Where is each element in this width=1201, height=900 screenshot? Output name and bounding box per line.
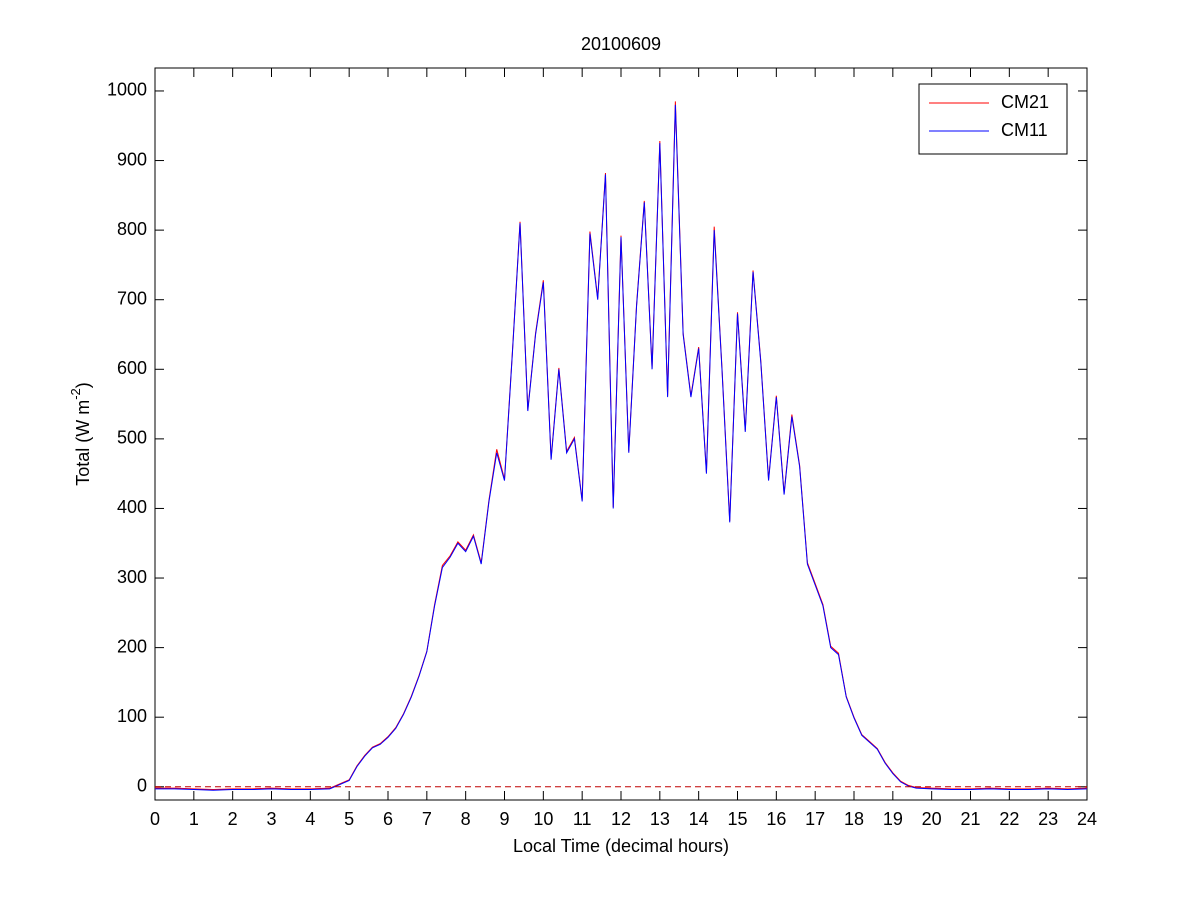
y-axis-label: Total (W m-2) bbox=[68, 382, 92, 486]
x-tick-label: 13 bbox=[650, 809, 670, 829]
x-tick-label: 5 bbox=[344, 809, 354, 829]
x-tick-label: 24 bbox=[1077, 809, 1097, 829]
y-tick-label: 0 bbox=[137, 776, 147, 796]
y-tick-label: 1000 bbox=[107, 80, 147, 100]
chart-title: 20100609 bbox=[581, 34, 661, 54]
y-tick-label: 600 bbox=[117, 358, 147, 378]
legend-box bbox=[918, 83, 1068, 155]
x-tick-label: 7 bbox=[422, 809, 432, 829]
x-tick-label: 19 bbox=[883, 809, 903, 829]
y-tick-label: 300 bbox=[117, 567, 147, 587]
x-tick-label: 0 bbox=[150, 809, 160, 829]
x-tick-label: 16 bbox=[766, 809, 786, 829]
x-tick-label: 14 bbox=[689, 809, 709, 829]
x-tick-label: 20 bbox=[922, 809, 942, 829]
y-label-end: ) bbox=[73, 382, 93, 388]
y-tick-label: 500 bbox=[117, 428, 147, 448]
x-tick-label: 6 bbox=[383, 809, 393, 829]
plot-area bbox=[154, 67, 1088, 801]
x-tick-label: 10 bbox=[533, 809, 553, 829]
x-tick-label: 23 bbox=[1038, 809, 1058, 829]
x-tick-label: 8 bbox=[461, 809, 471, 829]
x-tick-label: 1 bbox=[189, 809, 199, 829]
x-tick-label: 17 bbox=[805, 809, 825, 829]
x-tick-label: 15 bbox=[727, 809, 747, 829]
x-tick-label: 18 bbox=[844, 809, 864, 829]
legend-label: CM21 bbox=[1001, 92, 1049, 112]
x-tick-label: 21 bbox=[960, 809, 980, 829]
line-series bbox=[155, 104, 1088, 791]
y-tick-label: 100 bbox=[117, 706, 147, 726]
x-tick-label: 4 bbox=[305, 809, 315, 829]
x-tick-label: 3 bbox=[266, 809, 276, 829]
y-tick-label: 700 bbox=[117, 288, 147, 308]
legend-label: CM11 bbox=[1001, 120, 1048, 140]
x-axis-label: Local Time (decimal hours) bbox=[513, 836, 729, 856]
y-tick-label: 900 bbox=[117, 149, 147, 169]
x-tick-label: 9 bbox=[499, 809, 509, 829]
y-label-sup: -2 bbox=[68, 388, 83, 400]
x-tick-label: 2 bbox=[228, 809, 238, 829]
y-tick-label: 400 bbox=[117, 497, 147, 517]
x-tick-label: 22 bbox=[999, 809, 1019, 829]
y-label-text: Total (W m bbox=[73, 400, 93, 486]
y-tick-label: 200 bbox=[117, 636, 147, 656]
x-tick-label: 11 bbox=[573, 809, 592, 829]
y-tick-label: 800 bbox=[117, 219, 147, 239]
x-tick-label: 12 bbox=[611, 809, 631, 829]
